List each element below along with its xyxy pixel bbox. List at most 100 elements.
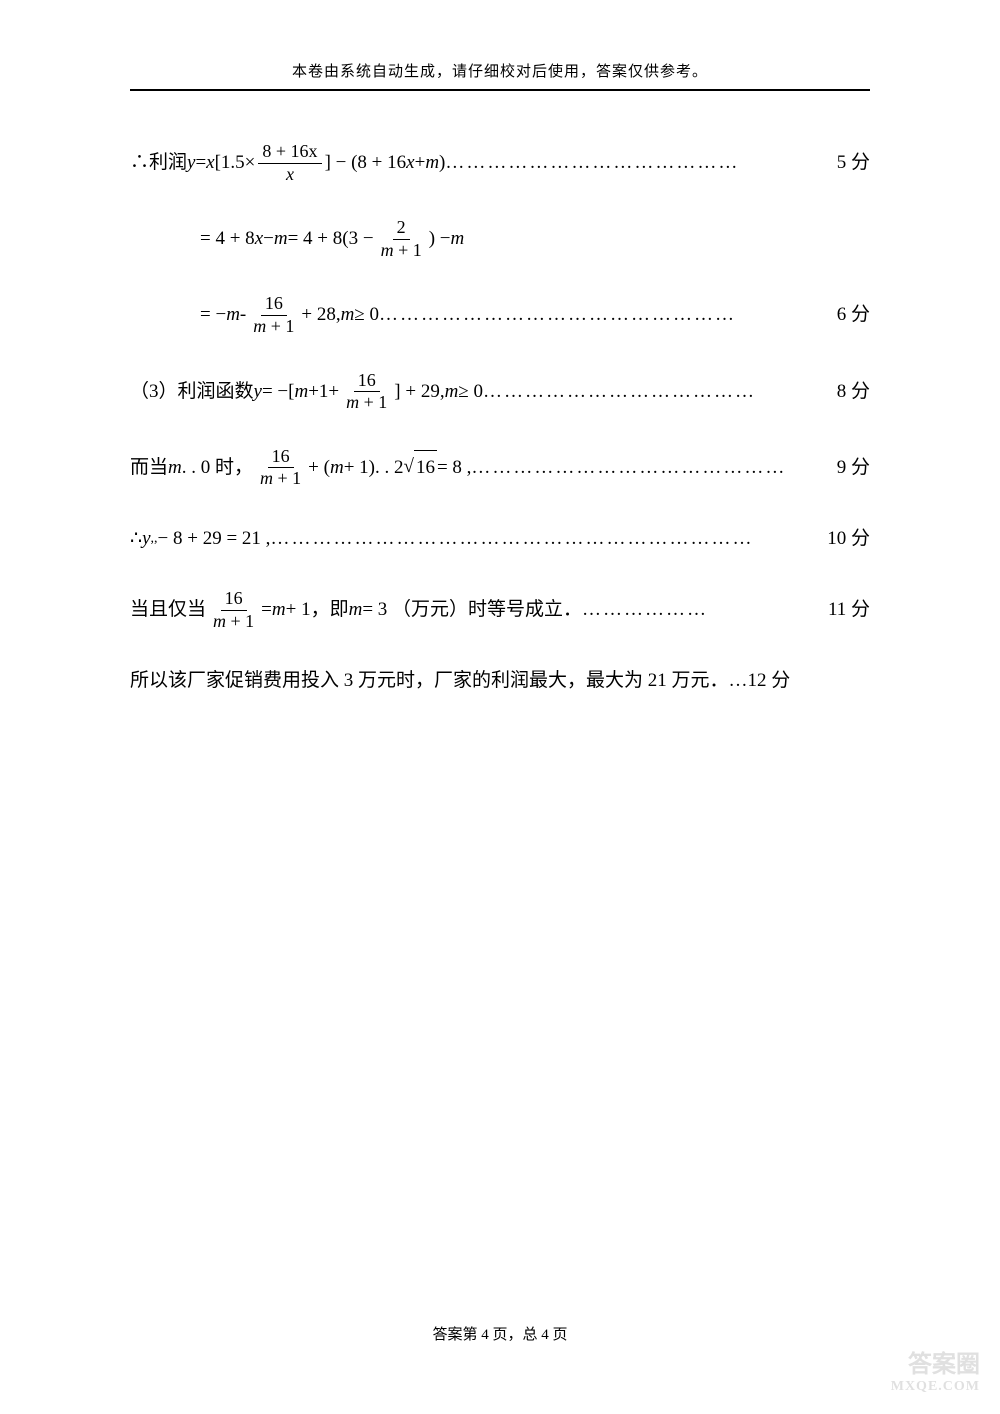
text: + 1 [394, 240, 422, 260]
numerator: 16 [268, 446, 294, 469]
score-marker: 10 分 [827, 522, 870, 556]
numerator: 2 [393, 217, 410, 240]
sqrt-sign-icon: √ [404, 450, 414, 484]
text: = [195, 146, 206, 180]
fraction: 16 m + 1 [342, 370, 391, 414]
text: ≥ 0 [354, 298, 379, 332]
watermark-sub: MXQE.COM [891, 1379, 980, 1394]
leader-dots: ……………… [582, 593, 828, 627]
var-m: m [346, 392, 359, 412]
text: 8 + 16x [262, 141, 317, 161]
fraction: 16 m + 1 [249, 293, 298, 337]
var-x: x [255, 222, 263, 256]
text: + 1 [273, 468, 301, 488]
denominator: m + 1 [377, 240, 426, 262]
text: = [261, 593, 272, 627]
solution-line-2: = 4 + 8 x − m = 4 + 8(3 − 2 m + 1 ) − m [200, 217, 870, 261]
denominator: m + 1 [209, 611, 258, 633]
solution-line-7: 当且仅当 16 m + 1 = m + 1，即 m = 3 （万元）时等号成立．… [130, 588, 870, 632]
text: [1.5× [215, 146, 256, 180]
var-y: y [254, 375, 262, 409]
text: ] − (8 + 16 [325, 146, 407, 180]
fraction: 2 m + 1 [377, 217, 426, 261]
text: + 1 [359, 392, 387, 412]
text: = 8 , [437, 451, 471, 485]
leader-dots: …………………………………………… [379, 298, 837, 332]
var-m: m [226, 298, 240, 332]
text: + 1). . 2 [344, 451, 404, 485]
var-m: m [260, 468, 273, 488]
text: = −[ [262, 375, 295, 409]
var-y: y [142, 522, 150, 556]
fraction: 16 m + 1 [209, 588, 258, 632]
sqrt-content: 16 [414, 450, 437, 485]
text: = 4 + 8(3 − [288, 222, 374, 256]
text: 当且仅当 [130, 593, 206, 627]
watermark: 答案圈 MXQE.COM [891, 1352, 980, 1394]
denominator: m + 1 [256, 468, 305, 490]
var-m: m [425, 146, 439, 180]
text: 所以该厂家促销费用投入 3 万元时，厂家的利润最大，最大为 21 万元．…12 … [130, 664, 790, 698]
score-marker: 5 分 [837, 146, 870, 180]
var-m: m [330, 451, 344, 485]
var-m: m [253, 316, 266, 336]
text: ∴ [130, 522, 142, 556]
leader-dots: ………………………………… [483, 375, 837, 409]
leader-dots: …………………………………… [445, 146, 836, 180]
var-x: x [206, 146, 214, 180]
header-divider [130, 89, 870, 91]
text: +1+ [308, 375, 339, 409]
watermark-main: 答案圈 [891, 1352, 980, 1378]
var-m: m [294, 375, 308, 409]
denominator: x [282, 164, 298, 186]
var-m: m [272, 593, 286, 627]
denominator: m + 1 [249, 316, 298, 338]
var-m: m [349, 593, 363, 627]
numerator: 16 [354, 370, 380, 393]
leader-dots: …………………………………………………………… [270, 522, 827, 556]
fraction: 8 + 16x x [258, 141, 321, 185]
page: 本卷由系统自动生成，请仔细校对后使用，答案仅供参考。 ∴利润 y = x [1.… [0, 0, 1000, 1414]
page-footer: 答案第 4 页，总 4 页 [0, 1323, 1000, 1344]
text: = 3 （万元）时等号成立． [362, 593, 582, 627]
text: + 1，即 [286, 593, 349, 627]
text: ] + 29, [394, 375, 444, 409]
solution-line-4: （3）利润函数 y = −[ m +1+ 16 m + 1 ] + 29, m … [130, 370, 870, 414]
score-marker: 11 分 [828, 593, 870, 627]
numerator: 16 [261, 293, 287, 316]
text: . . 0 时， [182, 451, 253, 485]
text: + [415, 146, 426, 180]
text: 而当 [130, 451, 168, 485]
solution-line-8: 所以该厂家促销费用投入 3 万元时，厂家的利润最大，最大为 21 万元．…12 … [130, 664, 870, 698]
subscript: ,, [151, 526, 158, 551]
score-marker: 8 分 [837, 375, 870, 409]
text: + ( [308, 451, 330, 485]
text: − 8 + 29 = 21 , [158, 522, 271, 556]
text: + 1 [226, 611, 254, 631]
text: （3）利润函数 [130, 375, 254, 409]
text: - [240, 298, 246, 332]
text: + 28, [301, 298, 340, 332]
solution-line-6: ∴ y ,, − 8 + 29 = 21 , ……………………………………………… [130, 522, 870, 556]
text: + 1 [266, 316, 294, 336]
score-marker: 9 分 [837, 451, 870, 485]
numerator: 8 + 16x [258, 141, 321, 164]
var-m: m [445, 375, 459, 409]
sqrt: √ 16 [404, 450, 437, 485]
score-marker: 6 分 [837, 298, 870, 332]
text: ∴利润 [130, 146, 187, 180]
text: ) − [429, 222, 451, 256]
fraction: 16 m + 1 [256, 446, 305, 490]
var-y: y [187, 146, 195, 180]
solution-line-5: 而当 m . . 0 时， 16 m + 1 + ( m + 1). . 2 √… [130, 446, 870, 490]
text: = 4 + 8 [200, 222, 255, 256]
var-m: m [213, 611, 226, 631]
var-m: m [381, 240, 394, 260]
text: − [263, 222, 274, 256]
solution-line-1: ∴利润 y = x [1.5× 8 + 16x x ] − (8 + 16 x … [130, 141, 870, 185]
content-area: ∴利润 y = x [1.5× 8 + 16x x ] − (8 + 16 x … [130, 141, 870, 699]
var-x: x [406, 146, 414, 180]
denominator: m + 1 [342, 392, 391, 414]
var-m: m [341, 298, 355, 332]
text: ≥ 0 [458, 375, 483, 409]
